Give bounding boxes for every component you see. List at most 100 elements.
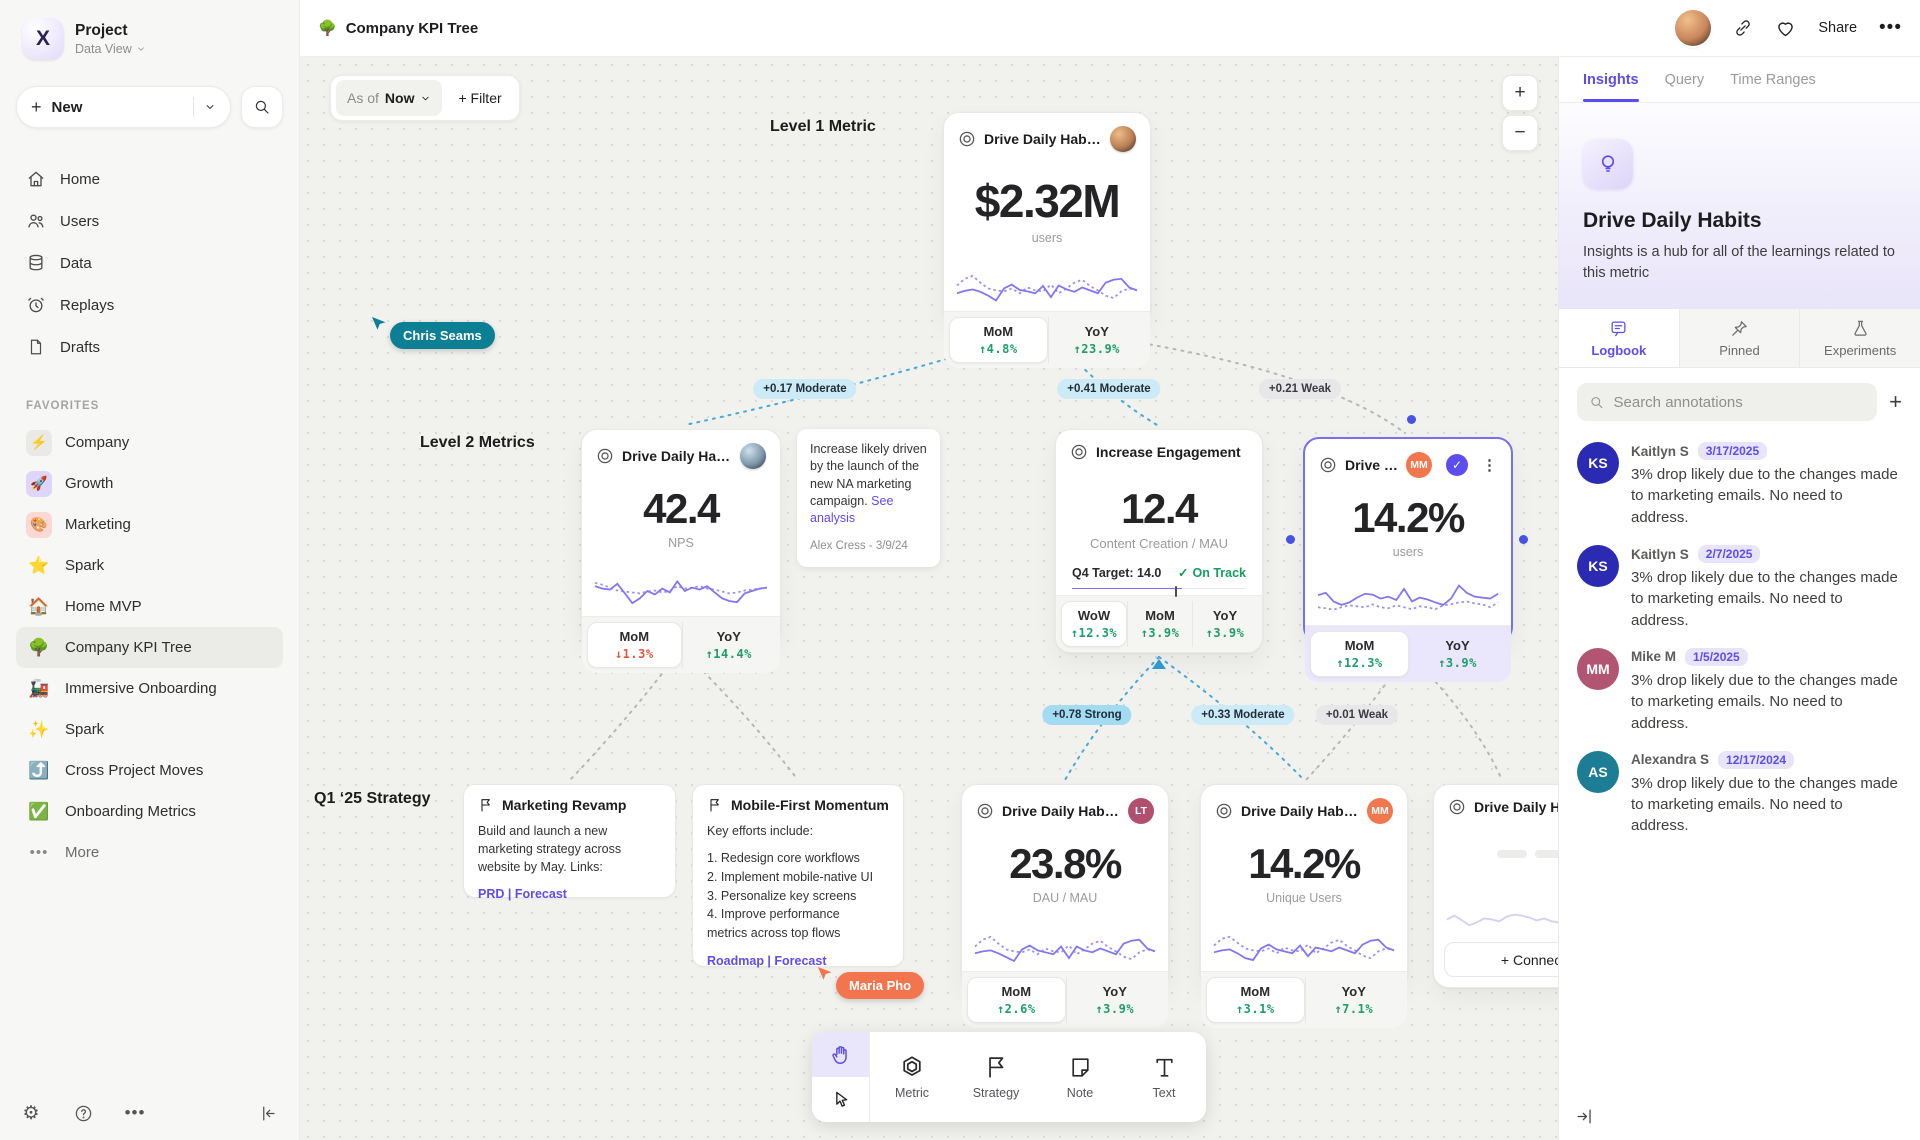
avatar: AS xyxy=(1577,750,1619,793)
sparkline xyxy=(1214,913,1394,971)
annotation-item[interactable]: KS Kaitlyn S 2/7/2025 3% drop likely due … xyxy=(1559,530,1920,633)
star-icon: ⭐ xyxy=(28,555,50,575)
stat-mom[interactable]: MoM ↑3.9% xyxy=(1127,601,1192,647)
stat-yoy[interactable]: YoY ↑3.9% xyxy=(1438,638,1477,670)
project-switcher[interactable]: X Project Data View xyxy=(16,18,283,60)
stat-yoy[interactable]: YoY ↑23.9% xyxy=(1047,317,1146,363)
flag-icon xyxy=(707,797,723,813)
metric-value: 42.4 xyxy=(643,485,720,532)
chevron-down-icon xyxy=(137,47,144,51)
text-tool-button[interactable]: Text xyxy=(1122,1032,1206,1122)
subtab-logbook[interactable]: Logbook xyxy=(1559,309,1679,368)
subtab-pinned[interactable]: Pinned xyxy=(1678,309,1800,368)
project-name: Project xyxy=(75,22,128,39)
prd-forecast-links[interactable]: PRD | Forecast xyxy=(478,887,567,902)
annotation-item[interactable]: KS Kaitlyn S 3/17/2025 3% drop likely due… xyxy=(1559,427,1920,530)
sidebar-item-home-mvp[interactable]: 🏠 Home MVP xyxy=(16,586,283,627)
canvas-annotation-note[interactable]: Increase likely driven by the launch of … xyxy=(797,429,940,568)
chevron-down-icon[interactable] xyxy=(204,101,216,113)
stat-mom[interactable]: MoM ↑2.6% xyxy=(967,977,1066,1023)
sidebar-item-marketing[interactable]: 🎨 Marketing xyxy=(16,504,283,545)
collapse-sidebar-icon[interactable] xyxy=(257,1102,279,1124)
settings-gear-icon[interactable]: ⚙ xyxy=(22,1102,40,1124)
annotation-item[interactable]: MM Mike M 1/5/2025 3% drop likely due to … xyxy=(1559,633,1920,736)
stat-wow[interactable]: WoW ↑12.3% xyxy=(1061,601,1127,647)
see-analysis-link[interactable]: See analysis xyxy=(810,493,894,525)
stat-yoy[interactable]: YoY ↑3.9% xyxy=(1192,601,1257,647)
kpi-tree-canvas[interactable]: As of Now + Filter + − Level 1 Metric Le… xyxy=(300,57,1558,1140)
sidebar-item-company[interactable]: ⚡ Company xyxy=(16,422,283,463)
stat-mom[interactable]: MoM ↑12.3% xyxy=(1310,631,1409,677)
metric-card-drive-daily-habits-selected[interactable]: Drive Daily Habb.. MM ✓ ⋮ 14.2% users Mo… xyxy=(1303,437,1513,682)
stat-mom[interactable]: MoM ↑3.1% xyxy=(1206,977,1305,1023)
strategy-card-mobile-first-momentum[interactable]: Mobile-First Momentum Key efforts includ… xyxy=(692,784,904,968)
roadmap-forecast-links[interactable]: Roadmap | Forecast xyxy=(707,953,827,968)
project-view[interactable]: Data View xyxy=(75,42,146,56)
stat-yoy[interactable]: YoY ↑14.4% xyxy=(681,622,776,668)
help-icon[interactable] xyxy=(72,1102,94,1124)
zoom-in-button[interactable]: + xyxy=(1502,75,1538,111)
annotation-item[interactable]: AS Alexandra S 12/17/2024 3% drop likely … xyxy=(1559,736,1920,839)
subtab-experiments[interactable]: Experiments xyxy=(1799,309,1920,368)
metric-card-dau-mau[interactable]: Drive Daily Habbits LT 23.8% DAU / MAU M… xyxy=(961,784,1169,1028)
as-of-dropdown[interactable]: As of Now xyxy=(336,80,443,116)
metric-card-unique-users[interactable]: Drive Daily Habbits MM 14.2% Unique User… xyxy=(1200,784,1408,1028)
sidebar-item-data[interactable]: Data xyxy=(16,242,283,284)
avatar[interactable] xyxy=(1675,10,1712,46)
metric-unit: DAU / MAU xyxy=(1032,891,1098,905)
sidebar-item-immersive-onboarding[interactable]: 🚂 Immersive Onboarding xyxy=(16,668,283,709)
metric-card-drive-daily-habits-l1[interactable]: Drive Daily Habbits $2.32M users MoM ↑4.8… xyxy=(943,112,1151,368)
more-options-icon[interactable]: ••• xyxy=(124,1103,146,1122)
sidebar-item-spark[interactable]: ⭐ Spark xyxy=(16,545,283,586)
add-annotation-button[interactable]: + xyxy=(1889,389,1902,415)
metric-card-increase-engagement[interactable]: Increase Engagement 12.4 Content Creatio… xyxy=(1055,429,1263,653)
check-icon: ✅ xyxy=(28,801,50,821)
tab-query[interactable]: Query xyxy=(1664,71,1705,88)
favorite-heart-icon[interactable] xyxy=(1775,18,1796,39)
tab-insights[interactable]: Insights xyxy=(1583,57,1639,102)
cursor-maria-pho: Maria Pho xyxy=(818,967,925,1001)
share-button[interactable]: Share xyxy=(1818,20,1858,36)
metric-card-drive-daily-habits-nps[interactable]: Drive Daily Habbits 42.4 NPS MoM↓1.3% Yo… xyxy=(581,429,781,673)
stat-yoy[interactable]: YoY ↑7.1% xyxy=(1304,977,1403,1023)
metric-tool-button[interactable]: Metric xyxy=(870,1032,954,1122)
zoom-out-button[interactable]: − xyxy=(1502,115,1538,151)
hand-tool-button[interactable] xyxy=(812,1032,869,1077)
tab-time-ranges[interactable]: Time Ranges xyxy=(1730,71,1816,88)
sidebar-item-drafts[interactable]: Drafts xyxy=(16,326,283,368)
strategy-tool-button[interactable]: Strategy xyxy=(954,1032,1038,1122)
sidebar-item-users[interactable]: Users xyxy=(16,200,283,242)
search-button[interactable] xyxy=(241,86,283,128)
avatar: KS xyxy=(1577,545,1619,588)
sidebar-item-more[interactable]: ••• More xyxy=(16,832,283,873)
collapse-panel-icon[interactable] xyxy=(1575,1107,1594,1126)
sidebar-item-onboarding-metrics[interactable]: ✅ Onboarding Metrics xyxy=(16,791,283,832)
metric-target-icon xyxy=(1319,456,1337,474)
select-tool-button[interactable] xyxy=(812,1077,869,1122)
collaborator-badge: MM xyxy=(1406,452,1432,478)
stat-yoy[interactable]: YoY ↑3.9% xyxy=(1065,977,1164,1023)
sidebar-item-growth[interactable]: 🚀 Growth xyxy=(16,463,283,504)
owner-avatar[interactable] xyxy=(740,443,766,469)
sidebar-item-home[interactable]: Home xyxy=(16,158,283,200)
metric-value: $2.32M xyxy=(974,175,1121,227)
owner-avatar[interactable] xyxy=(1110,126,1136,152)
replay-clock-icon xyxy=(26,295,46,315)
stat-mom[interactable]: MoM ↑4.8% xyxy=(949,317,1048,363)
metric-card-unconnected[interactable]: Drive Daily Habbits + Connect xyxy=(1433,784,1558,988)
note-tool-button[interactable]: Note xyxy=(1038,1032,1122,1122)
copy-link-icon[interactable] xyxy=(1733,18,1753,38)
sidebar-item-company-kpi-tree[interactable]: 🌳 Company KPI Tree xyxy=(16,627,283,668)
sidebar-item-replays[interactable]: Replays xyxy=(16,284,283,326)
connect-button[interactable]: + Connect xyxy=(1444,942,1558,977)
strategy-card-marketing-revamp[interactable]: Marketing Revamp Build and launch a new … xyxy=(463,784,676,902)
card-menu-icon[interactable]: ⋮ xyxy=(1482,457,1497,474)
sidebar-item-cross-project-moves[interactable]: ⤴️ Cross Project Moves xyxy=(16,750,283,791)
more-menu-icon[interactable]: ••• xyxy=(1879,17,1902,38)
new-button[interactable]: + New xyxy=(16,86,231,128)
annotation-search[interactable] xyxy=(1577,383,1878,422)
stat-mom[interactable]: MoM ↓1.3% xyxy=(587,622,682,668)
filter-button[interactable]: + Filter xyxy=(458,90,502,106)
search-input[interactable] xyxy=(1613,393,1866,411)
sidebar-item-spark-2[interactable]: ✨ Spark xyxy=(16,709,283,750)
